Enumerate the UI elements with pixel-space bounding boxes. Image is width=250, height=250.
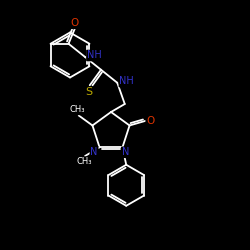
Text: CH₃: CH₃ xyxy=(76,157,92,166)
Text: O: O xyxy=(146,116,155,126)
Text: S: S xyxy=(85,87,92,97)
Text: NH: NH xyxy=(87,50,102,60)
Text: N: N xyxy=(90,147,98,157)
Text: CH₃: CH₃ xyxy=(70,106,85,114)
Text: N: N xyxy=(122,147,129,157)
Text: NH: NH xyxy=(120,76,134,86)
Text: O: O xyxy=(71,18,79,28)
